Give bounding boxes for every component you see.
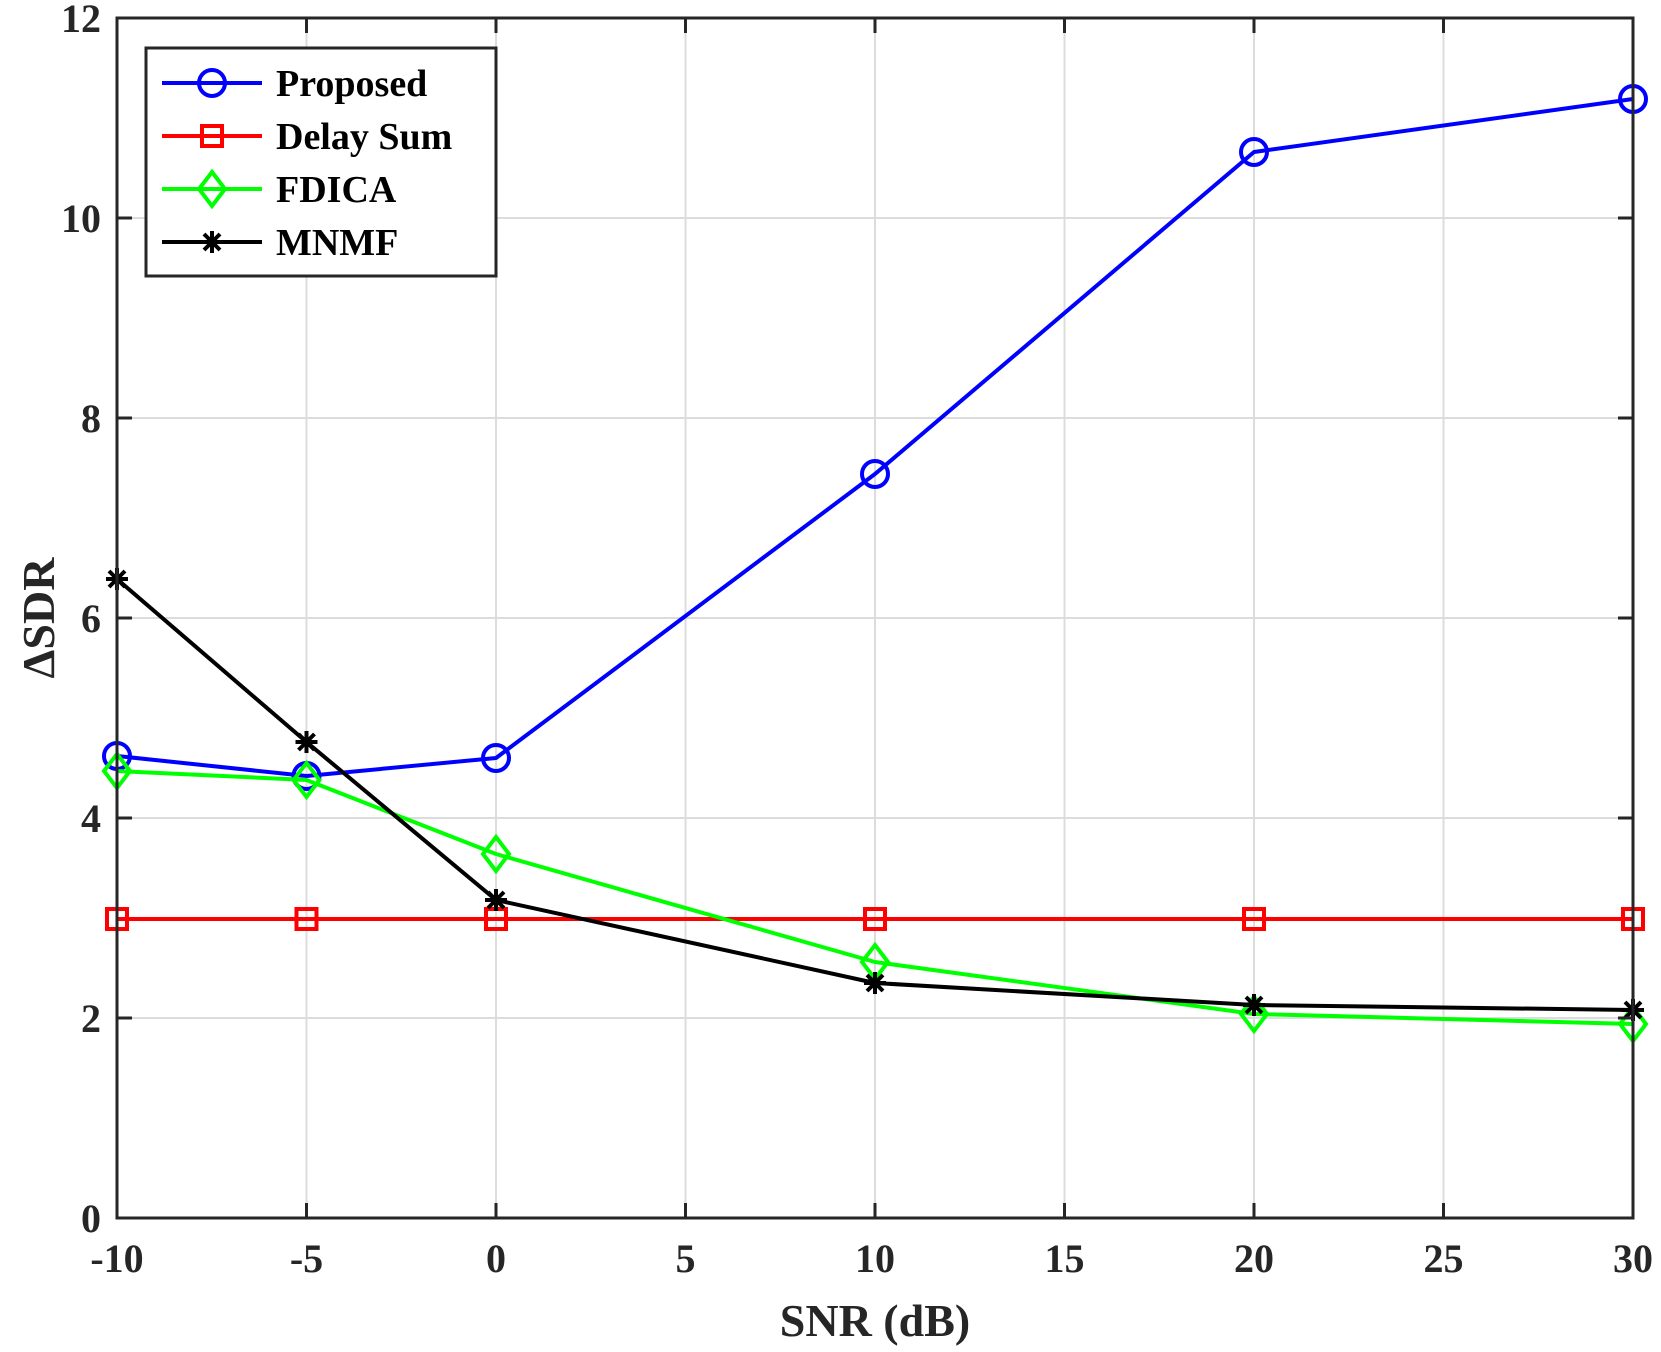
- legend-marker-square: [200, 124, 224, 148]
- legend-marker-circle: [197, 68, 227, 98]
- x-axis-label: SNR (dB): [780, 1295, 970, 1346]
- series-fdica: [101, 750, 1649, 1045]
- x-tick-label: 15: [1045, 1236, 1085, 1281]
- x-tick-label: 5: [676, 1236, 696, 1281]
- series-line: [116, 97, 1634, 778]
- y-axis-label: ΔSDR: [13, 557, 64, 679]
- x-tick-label: 20: [1234, 1236, 1274, 1281]
- data-point-asterisk: [295, 731, 318, 753]
- data-point-asterisk: [485, 889, 507, 911]
- x-tick-label: 10: [855, 1236, 895, 1281]
- x-tick-label: -5: [290, 1236, 323, 1281]
- data-point-square: [863, 907, 887, 931]
- x-tick-label: 25: [1424, 1236, 1464, 1281]
- tick-labels: -10 -5 0 5 10 15 20 25 30 0 2 4 6 8 10 12: [61, 0, 1653, 1281]
- y-tick-label: 10: [61, 196, 101, 241]
- legend-label: MNMF: [276, 222, 398, 264]
- y-tick-label: 4: [81, 796, 101, 841]
- x-tick-label: 0: [486, 1236, 506, 1281]
- data-point-circle: [860, 459, 890, 489]
- x-tick-label: 30: [1613, 1236, 1653, 1281]
- data-point-square: [294, 907, 319, 931]
- series-line: [115, 577, 1634, 1012]
- data-point-diamond: [290, 759, 323, 801]
- data-point-diamond: [1238, 993, 1270, 1035]
- data-point-circle: [481, 743, 511, 773]
- legend: Proposed Delay Sum FDICA MNMF: [144, 46, 498, 278]
- x-tick-label: -10: [90, 1236, 143, 1281]
- data-point-circle: [1239, 137, 1269, 167]
- y-tick-label: 12: [61, 0, 101, 41]
- axis-ticks: [115, 16, 1635, 1220]
- legend-label: Proposed: [276, 63, 427, 105]
- data-point-asterisk: [1243, 994, 1265, 1016]
- y-tick-label: 0: [81, 1196, 101, 1241]
- legend-label: Delay Sum: [276, 116, 452, 158]
- legend-marker-diamond: [196, 168, 228, 210]
- data-point-diamond: [480, 833, 512, 875]
- series-layer: [101, 84, 1649, 1045]
- legend-box: [144, 46, 498, 278]
- legend-label: FDICA: [276, 169, 397, 211]
- data-point-square: [1242, 907, 1266, 931]
- series-line: [116, 769, 1634, 1026]
- y-tick-label: 2: [81, 996, 101, 1041]
- y-tick-label: 6: [81, 596, 101, 641]
- data-point-asterisk: [864, 972, 886, 994]
- legend-marker-asterisk: [201, 231, 223, 253]
- y-tick-label: 8: [81, 396, 101, 441]
